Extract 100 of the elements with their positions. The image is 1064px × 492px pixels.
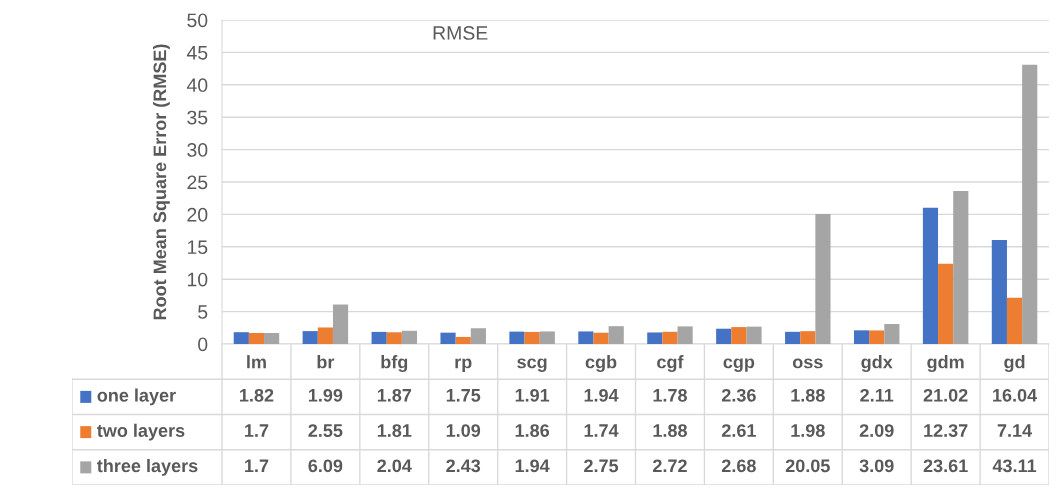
data-label: 1.87 bbox=[377, 388, 412, 402]
bar bbox=[593, 332, 609, 344]
bar bbox=[608, 326, 624, 344]
data-label: 1.88 bbox=[791, 388, 825, 402]
bar bbox=[401, 330, 418, 344]
x-tick-label: scg bbox=[517, 358, 547, 372]
data-label: 1.99 bbox=[308, 388, 343, 402]
data-label: 1.7 bbox=[245, 459, 269, 473]
x-tick-label: cgf bbox=[657, 355, 684, 373]
data-label: 2.11 bbox=[860, 388, 894, 402]
data-label: 1.86 bbox=[515, 424, 550, 437]
x-tick-label: bfg bbox=[381, 355, 408, 373]
bar bbox=[455, 336, 471, 344]
y-tick-label: 50 bbox=[187, 13, 208, 28]
x-tick-label: oss bbox=[792, 358, 823, 369]
y-tick-label: 5 bbox=[198, 305, 208, 319]
x-tick-label: cgb bbox=[585, 355, 617, 373]
data-label: 1.91 bbox=[515, 388, 550, 402]
bar bbox=[853, 330, 870, 344]
bar bbox=[991, 240, 1007, 344]
data-label: 1.75 bbox=[446, 389, 481, 402]
x-tick-label: lm bbox=[247, 355, 266, 369]
data-label: 2.09 bbox=[859, 424, 894, 437]
data-label: 2.04 bbox=[377, 459, 412, 473]
data-label: 1.94 bbox=[584, 388, 619, 402]
bar bbox=[539, 331, 555, 344]
bar bbox=[233, 332, 249, 344]
bar bbox=[1022, 64, 1038, 344]
data-label: 1.09 bbox=[446, 424, 481, 437]
data-label: 1.88 bbox=[653, 424, 687, 437]
bar bbox=[470, 328, 486, 344]
y-tick-label: 45 bbox=[186, 46, 208, 60]
legend-label: two layers bbox=[97, 423, 185, 441]
data-label: 1.81 bbox=[377, 424, 412, 437]
bar bbox=[317, 327, 333, 344]
data-label: 2.75 bbox=[584, 459, 619, 473]
bar bbox=[785, 331, 801, 344]
data-label: 2.72 bbox=[653, 459, 687, 473]
bar bbox=[440, 332, 456, 344]
chart-title: RMSE bbox=[433, 26, 488, 40]
data-label: 7.14 bbox=[997, 424, 1033, 437]
data-label: 1.74 bbox=[584, 424, 619, 437]
data-label: 1.94 bbox=[515, 459, 550, 473]
bar bbox=[731, 327, 747, 344]
bar bbox=[248, 332, 265, 344]
data-label: 3.09 bbox=[859, 459, 894, 473]
bar bbox=[647, 332, 663, 344]
data-label: 2.43 bbox=[446, 459, 481, 473]
bar bbox=[815, 214, 831, 344]
bar bbox=[1006, 297, 1023, 344]
data-label: 20.05 bbox=[785, 459, 830, 473]
y-tick-label: 0 bbox=[198, 337, 208, 352]
data-label: 1.82 bbox=[240, 388, 274, 402]
data-label: 43.11 bbox=[992, 459, 1037, 473]
bar bbox=[716, 328, 732, 344]
bar bbox=[746, 326, 762, 344]
x-tick-label: rp bbox=[455, 358, 472, 372]
bar bbox=[922, 207, 939, 344]
bar bbox=[884, 323, 900, 344]
y-tick-label: 35 bbox=[187, 110, 208, 125]
data-label: 2.61 bbox=[721, 424, 756, 437]
bar bbox=[302, 331, 318, 344]
data-label: 21.02 bbox=[923, 388, 968, 402]
bar bbox=[332, 304, 349, 344]
x-tick-label: gdx bbox=[861, 355, 893, 373]
bar bbox=[371, 331, 387, 344]
x-tick-label: gdm bbox=[927, 355, 964, 373]
bar bbox=[662, 331, 678, 344]
data-label: 1.98 bbox=[791, 424, 825, 437]
bar bbox=[578, 331, 594, 344]
x-tick-label: br bbox=[317, 355, 335, 369]
bar bbox=[524, 331, 540, 344]
legend-label: one layer bbox=[97, 388, 176, 406]
bar bbox=[677, 326, 693, 344]
bar bbox=[800, 331, 816, 344]
data-label: 16.04 bbox=[993, 388, 1038, 402]
bar bbox=[938, 263, 954, 344]
data-label: 2.68 bbox=[721, 459, 756, 473]
x-tick-label: cgp bbox=[723, 358, 755, 372]
bar bbox=[386, 332, 402, 344]
data-label: 1.7 bbox=[245, 424, 269, 437]
data-label: 1.78 bbox=[653, 388, 687, 402]
y-axis-title: Root Mean Square Error (RMSE) bbox=[152, 44, 170, 320]
y-tick-label: 25 bbox=[187, 175, 208, 190]
bar bbox=[264, 332, 280, 344]
data-label: 23.61 bbox=[923, 459, 968, 473]
data-label: 2.36 bbox=[721, 388, 756, 402]
data-label: 6.09 bbox=[308, 459, 343, 473]
y-tick-label: 10 bbox=[187, 272, 208, 287]
data-label: 2.55 bbox=[308, 424, 343, 437]
data-label: 12.37 bbox=[924, 424, 968, 437]
y-tick-label: 40 bbox=[186, 78, 208, 93]
bar bbox=[869, 330, 885, 344]
bar bbox=[509, 331, 525, 344]
bar bbox=[953, 191, 969, 344]
y-tick-label: 30 bbox=[187, 143, 208, 157]
x-tick-label: gd bbox=[1004, 355, 1025, 373]
y-tick-label: 20 bbox=[187, 207, 208, 222]
legend-label: three layers bbox=[97, 458, 198, 476]
y-tick-label: 15 bbox=[187, 240, 208, 255]
